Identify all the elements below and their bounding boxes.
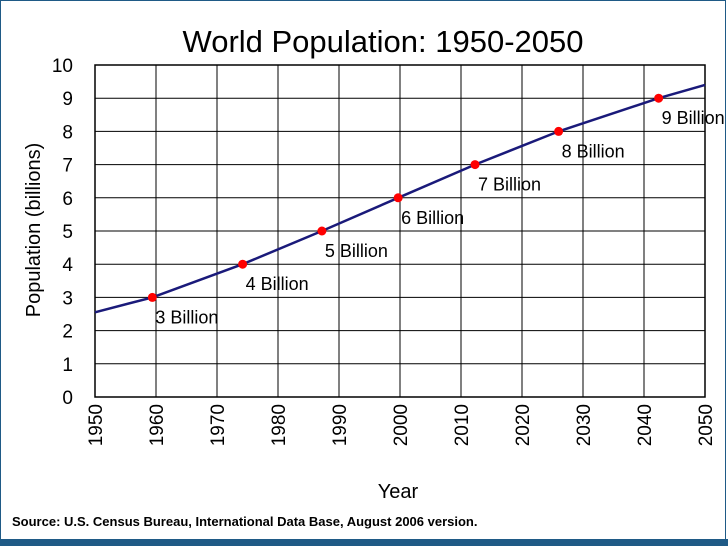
milestone-marker [147, 292, 157, 302]
milestone-marker [654, 93, 664, 103]
x-tick-label: 1980 [269, 404, 290, 446]
milestone-marker [238, 259, 248, 269]
x-tick-label: 1950 [86, 404, 107, 446]
y-tick-label: 6 [62, 189, 73, 210]
milestone-label: 7 Billion [478, 175, 541, 195]
x-tick-label: 2050 [696, 404, 717, 446]
plot-border [94, 64, 706, 398]
x-tick-label: 1970 [208, 404, 229, 446]
y-tick-label: 9 [62, 89, 73, 110]
y-axis-title: Population (billions) [23, 143, 45, 318]
milestone-marker [470, 160, 480, 170]
milestone-label: 4 Billion [246, 274, 309, 294]
x-tick-label: 2010 [452, 404, 473, 446]
x-tick-label: 2040 [635, 404, 656, 446]
y-tick-label: 1 [62, 355, 73, 376]
milestone-label: 8 Billion [562, 141, 625, 161]
tick-labels: 0 1 2 3 4 5 6 7 8 9 10 1950 1960 1970 1980 1990 2000 2010… [52, 56, 717, 446]
milestone-label: 9 Billion [662, 108, 725, 128]
x-tick-label: 1990 [330, 404, 351, 446]
milestone-label: 6 Billion [401, 208, 464, 228]
milestone-label: 5 Billion [325, 241, 388, 261]
y-tick-label: 0 [62, 388, 73, 409]
y-tick-label: 4 [62, 255, 73, 276]
y-tick-label: 7 [62, 156, 73, 177]
x-tick-label: 1960 [147, 404, 168, 446]
grid [94, 64, 706, 398]
x-tick-label: 2000 [391, 404, 412, 446]
y-tick-label: 8 [62, 122, 73, 143]
x-tick-label: 2020 [513, 404, 534, 446]
source-note: Source: U.S. Census Bureau, Internationa… [12, 514, 478, 529]
chart-title: World Population: 1950-2050 [183, 24, 584, 59]
milestone-labels: 3 Billion 4 Billion 5 Billion 6 Billion 7 Bi… [155, 108, 724, 327]
milestone-marker [393, 193, 403, 203]
bottom-bar [0, 539, 728, 546]
y-tick-label: 2 [62, 322, 73, 343]
y-tick-label: 5 [62, 222, 73, 243]
x-tick-label: 2030 [574, 404, 595, 446]
x-axis-title: Year [378, 481, 419, 503]
y-tick-label: 3 [62, 288, 73, 309]
milestone-marker [317, 226, 327, 236]
milestone-label: 3 Billion [155, 307, 218, 327]
y-tick-label: 10 [52, 56, 73, 77]
series-layer [94, 83, 706, 314]
milestone-marker [554, 126, 564, 136]
